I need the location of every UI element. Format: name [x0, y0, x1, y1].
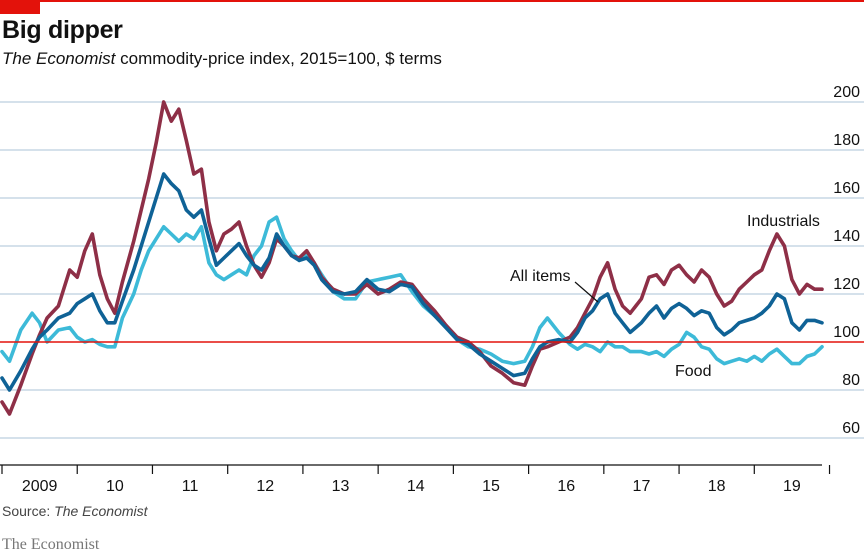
subtitle-description: commodity-price index, 2015=100, $ terms — [115, 49, 442, 68]
y-tick-label: 180 — [833, 132, 860, 149]
series-lines — [0, 100, 824, 416]
brand-tag — [0, 0, 40, 14]
grid-lines — [0, 101, 864, 439]
y-tick-label: 60 — [842, 420, 860, 437]
x-tick-label: 2009 — [22, 478, 58, 495]
line-chart: 60 80 100 120 140 160 180 200 2009 10 11 12 13 14 15 1… — [0, 84, 864, 495]
y-tick-label: 100 — [833, 324, 860, 341]
x-tick-label: 11 — [182, 478, 199, 495]
y-tick-label: 160 — [833, 180, 860, 197]
x-tick-label: 16 — [557, 478, 575, 495]
y-tick-label: 200 — [833, 84, 860, 101]
x-axis: 2009 10 11 12 13 14 15 16 17 18 19 — [0, 464, 831, 495]
chart-title: Big dipper — [2, 16, 123, 44]
annotation-all-items: All items — [510, 268, 570, 285]
x-tick-label: 19 — [783, 478, 801, 495]
y-tick-label: 80 — [842, 372, 860, 389]
annotations: Industrials All items Food — [510, 213, 820, 380]
y-tick-label: 140 — [833, 228, 860, 245]
y-tick-label: 120 — [833, 276, 860, 293]
x-tick-label: 12 — [256, 478, 274, 495]
x-tick-label: 17 — [633, 478, 651, 495]
x-tick-label: 10 — [106, 478, 124, 495]
chart-subtitle: The Economist commodity-price index, 201… — [2, 49, 442, 69]
series-line-all-items — [0, 172, 824, 392]
subtitle-publication: The Economist — [2, 49, 116, 68]
source-name: The Economist — [54, 503, 148, 519]
y-tick-labels: 60 80 100 120 140 160 180 200 — [833, 84, 860, 437]
series-line-industrials — [0, 100, 824, 416]
brand-logo: The Economist — [2, 536, 100, 553]
annotation-industrials: Industrials — [747, 213, 820, 230]
top-rule — [0, 0, 864, 2]
source-note: Source: The Economist — [2, 503, 148, 519]
annotation-food: Food — [675, 363, 711, 380]
x-tick-label: 13 — [332, 478, 350, 495]
x-tick-label: 18 — [708, 478, 726, 495]
annotation-leader-line — [574, 281, 599, 303]
series-line-food — [0, 215, 824, 366]
x-tick-label: 14 — [407, 478, 425, 495]
source-label: Source: — [2, 503, 55, 519]
x-tick-label: 15 — [482, 478, 500, 495]
